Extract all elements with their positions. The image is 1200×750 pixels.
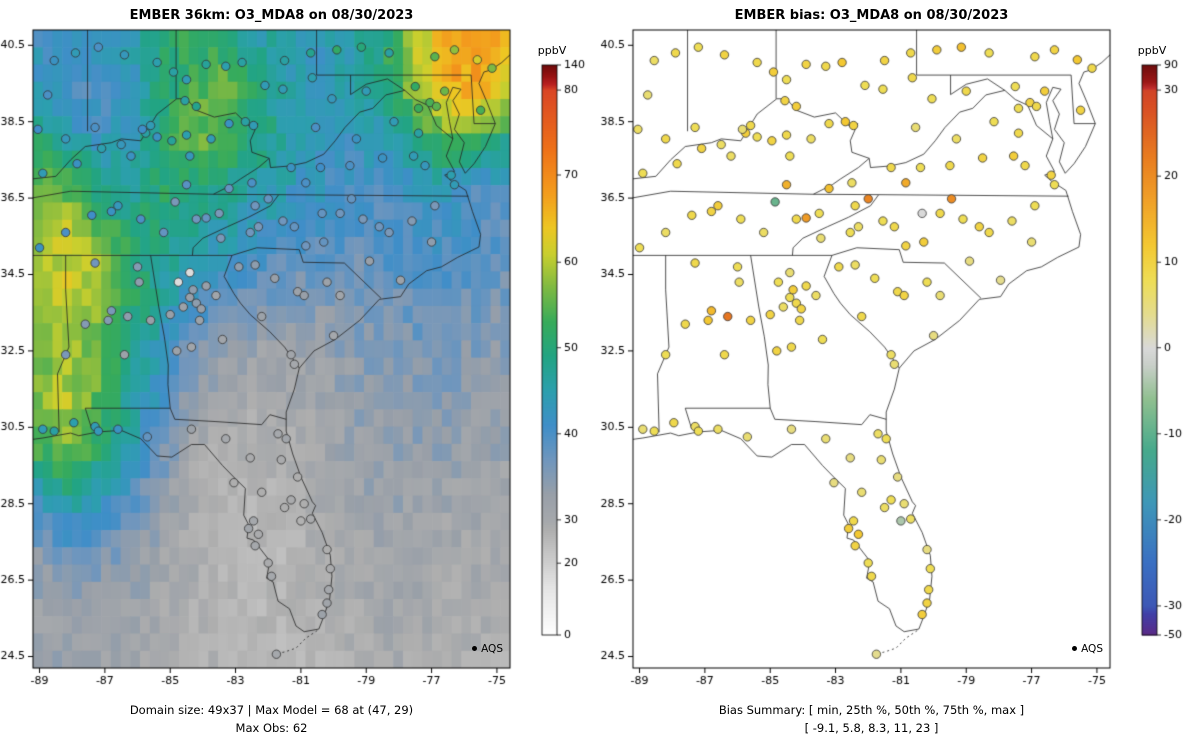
left-aqs-legend: AQS <box>413 643 503 655</box>
aqs-dot-icon <box>472 646 478 651</box>
right-map-title: EMBER bias: O3_MDA8 on 08/30/2023 <box>734 8 1009 23</box>
aqs-legend-label: AQS <box>481 643 503 655</box>
right-caption-bias-header: Bias Summary: [ min, 25th %, 50th %, 75t… <box>718 703 1025 717</box>
right-aqs-legend: AQS <box>1013 643 1103 655</box>
aqs-legend-label: AQS <box>1081 643 1103 655</box>
right-colorbar-unit-label: ppbV <box>1137 44 1167 57</box>
right-caption-bias-values: [ -9.1, 5.8, 8.3, 11, 23 ] <box>804 721 939 735</box>
left-caption-domain: Domain size: 49x37 | Max Model = 68 at (… <box>129 703 414 717</box>
left-caption-max-obs: Max Obs: 62 <box>235 721 308 735</box>
left-map-title: EMBER 36km: O3_MDA8 on 08/30/2023 <box>129 8 414 23</box>
left-colorbar-unit-label: ppbV <box>537 44 567 57</box>
aqs-dot-icon <box>1072 646 1078 651</box>
